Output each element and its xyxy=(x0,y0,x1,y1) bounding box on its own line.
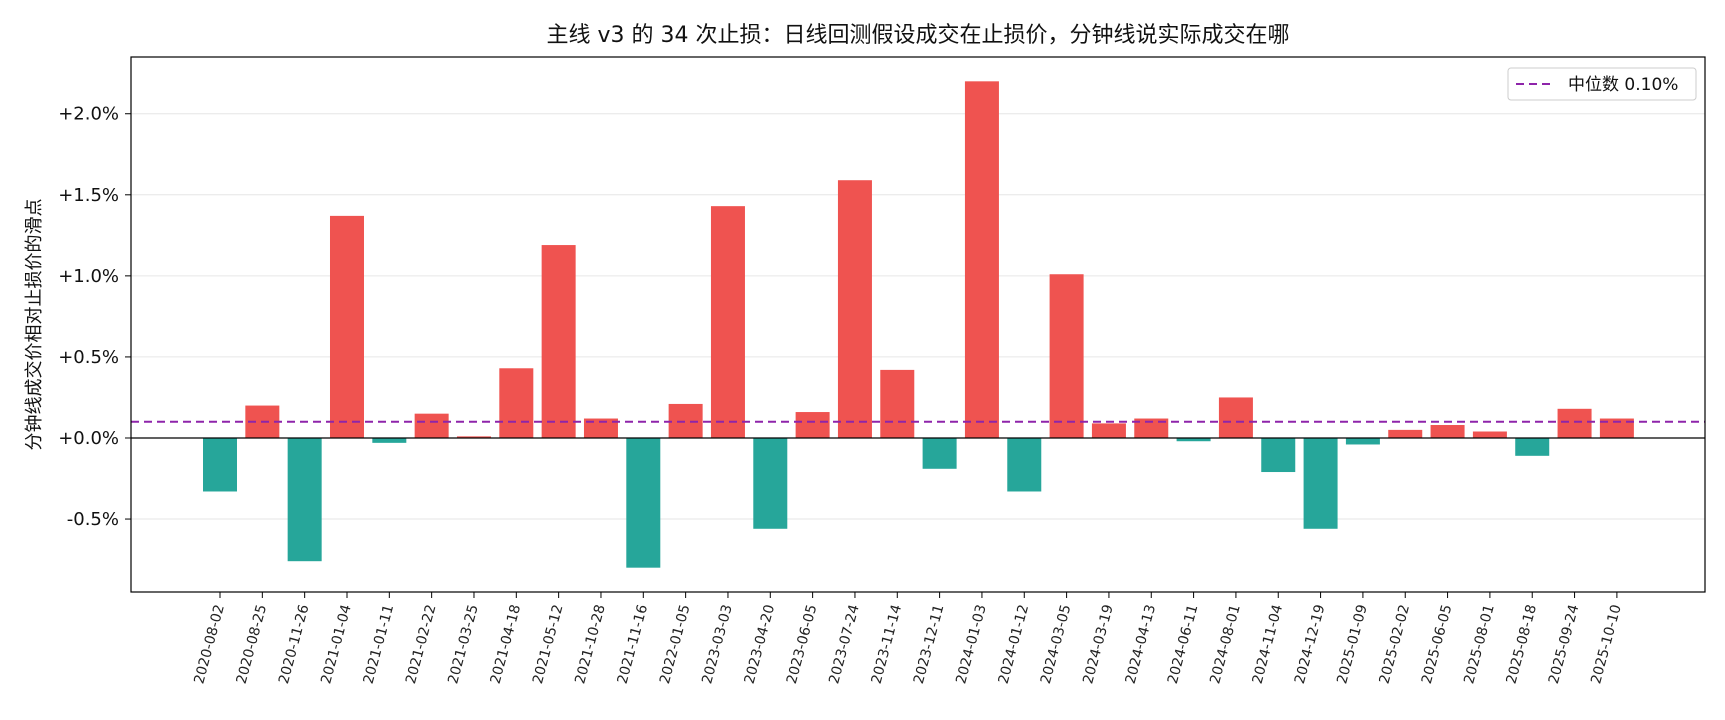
x-tick-label: 2020-11-26 xyxy=(276,603,313,686)
x-tick-label: 2024-12-19 xyxy=(1292,603,1329,686)
x-tick-label: 2020-08-25 xyxy=(234,603,271,686)
bar xyxy=(287,437,322,562)
y-tick-label: +1.0% xyxy=(58,266,119,287)
x-tick-label: 2025-10-10 xyxy=(1588,603,1625,686)
bar xyxy=(1472,431,1507,438)
x-tick-label: 2021-10-28 xyxy=(572,603,609,686)
bar xyxy=(1049,274,1084,438)
bar xyxy=(1345,437,1380,445)
bar xyxy=(1430,425,1465,438)
bar xyxy=(1218,397,1253,438)
bar xyxy=(1515,437,1550,456)
x-tick-label: 2023-06-05 xyxy=(784,603,821,686)
bar xyxy=(1176,437,1211,442)
x-tick-label: 2024-03-19 xyxy=(1080,603,1117,686)
bar xyxy=(626,437,661,568)
x-tick-label: 2023-07-24 xyxy=(826,603,863,686)
x-tick-label: 2024-03-05 xyxy=(1038,603,1075,686)
bar xyxy=(1134,418,1169,438)
x-tick-label: 2021-02-22 xyxy=(403,603,440,686)
bar xyxy=(1388,429,1423,438)
x-tick-label: 2021-04-18 xyxy=(488,603,525,686)
x-tick-label: 2025-06-05 xyxy=(1419,603,1456,686)
x-tick-label: 2021-05-12 xyxy=(530,603,567,686)
x-tick-label: 2025-08-01 xyxy=(1461,603,1498,686)
y-axis-label: 分钟线成交价相对止损价的滑点 xyxy=(24,199,45,451)
x-tick-label: 2023-11-14 xyxy=(869,603,906,686)
x-tick-label: 2024-04-13 xyxy=(1123,603,1160,686)
legend-box xyxy=(1507,67,1697,101)
bar xyxy=(1599,418,1634,438)
bar xyxy=(583,418,618,438)
bar xyxy=(1303,437,1338,529)
x-tick-label: 2021-11-16 xyxy=(615,603,652,686)
bar xyxy=(837,180,872,438)
x-tick-label: 2024-01-03 xyxy=(953,603,990,686)
x-tick-label: 2021-01-04 xyxy=(318,603,355,686)
x-tick-label: 2021-01-11 xyxy=(361,603,398,686)
x-tick-label: 2022-01-05 xyxy=(657,603,694,686)
bar xyxy=(499,368,534,438)
grid-lines xyxy=(131,113,1705,520)
bar xyxy=(456,436,491,438)
bar xyxy=(1557,408,1592,438)
x-tick-label: 2025-09-24 xyxy=(1546,603,1583,686)
x-tick-label: 2024-06-11 xyxy=(1165,603,1202,686)
y-tick-label: +2.0% xyxy=(58,104,119,125)
bar xyxy=(203,437,237,492)
bars xyxy=(203,81,1634,568)
bar xyxy=(795,412,830,438)
legend: 中位数 0.10% xyxy=(1507,67,1697,101)
bar xyxy=(880,369,915,438)
legend-median-label: 中位数 0.10% xyxy=(1568,75,1678,95)
x-tick-label: 2023-03-03 xyxy=(699,603,736,686)
bar xyxy=(329,215,364,438)
bar xyxy=(541,245,576,438)
x-tick-label: 2025-01-09 xyxy=(1334,603,1371,686)
x-tick-label: 2023-12-11 xyxy=(911,603,948,686)
y-tick-label: +1.5% xyxy=(58,185,119,206)
bar xyxy=(922,437,957,469)
y-axis-ticks: -0.5% +0.0% +0.5% +1.0% +1.5% +2.0% xyxy=(58,104,131,530)
bar xyxy=(372,437,407,443)
x-axis-ticks: 2020-08-02 2020-08-25 2020-11-26 2021-01-04… xyxy=(191,592,1625,686)
bar xyxy=(414,413,449,438)
x-tick-label: 2021-03-25 xyxy=(445,603,482,686)
bar xyxy=(710,206,745,438)
y-tick-label: -0.5% xyxy=(67,509,119,530)
plot-area-frame xyxy=(130,56,1706,593)
x-tick-label: 2024-11-04 xyxy=(1250,603,1287,686)
bar xyxy=(1007,437,1042,492)
y-tick-label: +0.0% xyxy=(58,428,119,449)
bar xyxy=(1091,423,1126,438)
x-tick-label: 2024-01-12 xyxy=(996,603,1033,686)
chart-title: 主线 v3 的 34 次止损：日线回测假设成交在止损价，分钟线说实际成交在哪 xyxy=(547,23,1290,48)
x-tick-label: 2020-08-02 xyxy=(191,603,228,686)
x-tick-label: 2025-02-02 xyxy=(1377,603,1414,686)
bar xyxy=(1261,437,1296,473)
x-tick-label: 2025-08-18 xyxy=(1504,603,1541,686)
x-tick-label: 2024-08-01 xyxy=(1207,603,1244,686)
x-tick-label: 2023-04-20 xyxy=(742,603,779,686)
bar xyxy=(964,81,999,438)
bar xyxy=(753,437,788,529)
y-tick-label: +0.5% xyxy=(58,347,119,368)
